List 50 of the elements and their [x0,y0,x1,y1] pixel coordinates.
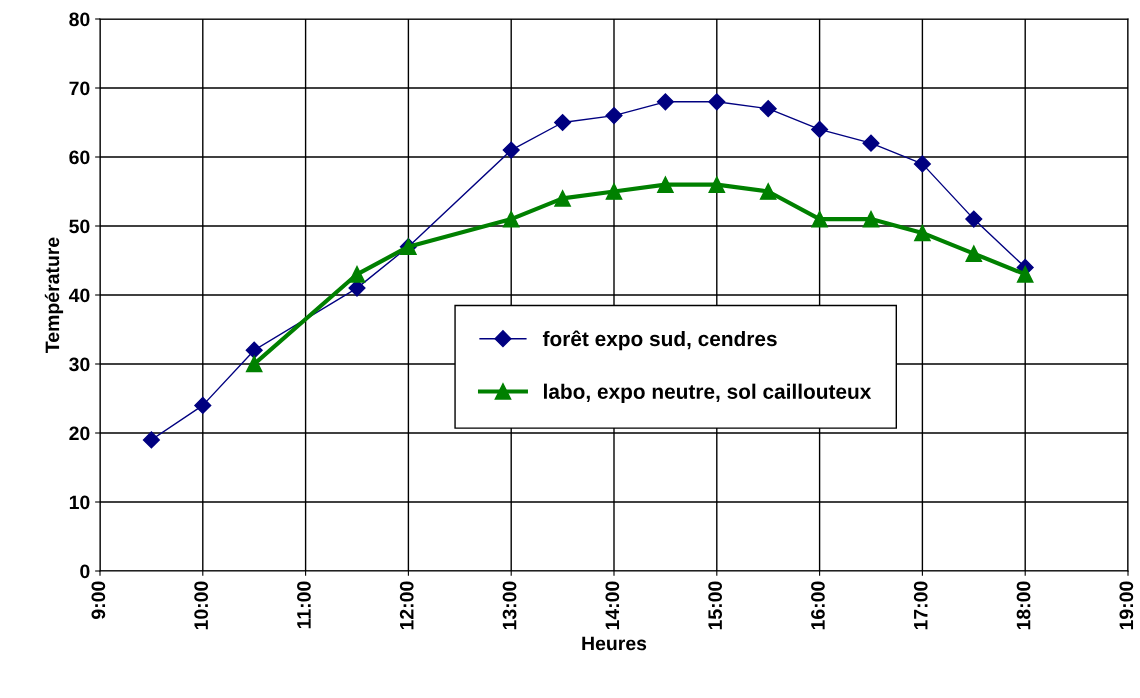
point [913,155,931,173]
point [605,183,623,200]
point [554,113,572,132]
x-tick-label: 14:00 [605,581,620,630]
point [245,341,263,359]
x-tick-label: 18:00 [1016,581,1031,630]
y-tick-label: 10 [69,495,90,510]
y-tick-label: 80 [69,12,90,27]
y-tick-label: 30 [69,357,90,372]
x-tick-label: 12:00 [399,581,414,630]
point [965,245,983,262]
point [502,210,520,228]
y-tick-label: 50 [69,219,90,234]
x-tick-label: 16:00 [811,581,825,630]
x-tick-label: 13:00 [502,581,517,630]
point [708,93,726,111]
point [811,120,829,138]
point [656,93,674,111]
point [657,176,674,193]
x-tick-label: 19:00 [1119,581,1134,630]
y-tick-label: 40 [68,288,90,303]
legend-label: forêt expo sud, cendres [542,330,777,351]
point [811,210,828,228]
point [348,265,366,283]
x-axis-title: Heures [582,636,647,651]
point [862,134,880,152]
point [194,396,212,414]
point [554,190,571,207]
y-tick-label: 20 [69,426,90,441]
x-tick-label: 9:00 [91,581,106,619]
point [605,107,623,125]
point [1016,265,1034,283]
y-axis-title: Température [44,237,64,353]
x-tick-label: 11:00 [297,581,311,629]
y-tick-label: 0 [80,564,90,579]
x-tick-label: 17:00 [913,581,928,630]
legend-label: labo, expo neutre, sol caillouteux [544,383,872,404]
point [759,183,777,200]
point [914,224,931,242]
x-tick-label: 15:00 [708,581,723,630]
point [142,431,160,449]
y-tick-label: 60 [69,150,90,165]
point [965,210,983,228]
x-tick-label: 10:00 [194,581,209,630]
point [502,141,520,159]
point [862,210,880,228]
point [759,100,777,118]
point [708,176,726,193]
y-tick-label: 70 [69,81,90,96]
point [245,355,263,373]
